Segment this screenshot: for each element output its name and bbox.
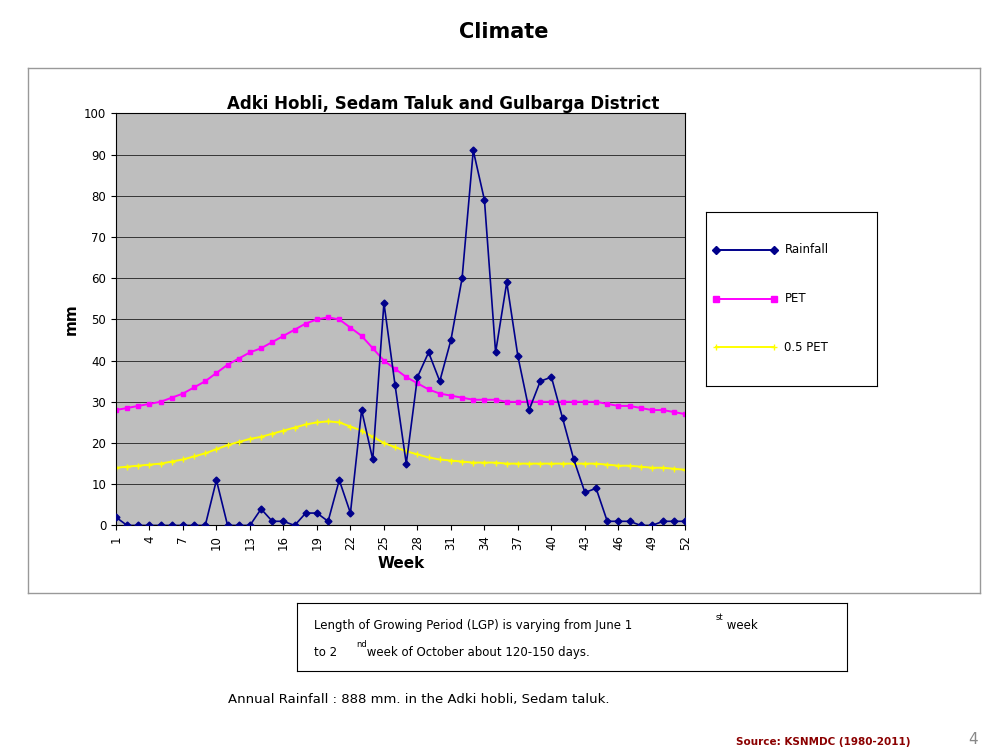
Text: Rainfall: Rainfall (784, 243, 829, 256)
Text: PET: PET (784, 292, 806, 305)
Text: week: week (723, 618, 758, 631)
Text: Annual Rainfall : 888 mm. in the Adki hobli, Sedam taluk.: Annual Rainfall : 888 mm. in the Adki ho… (228, 692, 609, 706)
Text: week of October about 120-150 days.: week of October about 120-150 days. (363, 646, 590, 658)
Text: Length of Growing Period (LGP) is varying from June 1: Length of Growing Period (LGP) is varyin… (313, 618, 632, 631)
Text: st: st (716, 613, 724, 622)
Text: Adki Hobli, Sedam Taluk and Gulbarga District: Adki Hobli, Sedam Taluk and Gulbarga Dis… (228, 95, 659, 113)
Text: 0.5 PET: 0.5 PET (784, 341, 829, 354)
Text: nd: nd (357, 640, 368, 649)
Text: to 2: to 2 (313, 646, 337, 658)
Text: Climate: Climate (460, 22, 548, 42)
Y-axis label: mm: mm (64, 304, 79, 335)
X-axis label: Week: Week (377, 556, 424, 571)
Text: Source: KSNMDC (1980-2011): Source: KSNMDC (1980-2011) (736, 737, 910, 747)
Text: 4: 4 (968, 732, 978, 747)
